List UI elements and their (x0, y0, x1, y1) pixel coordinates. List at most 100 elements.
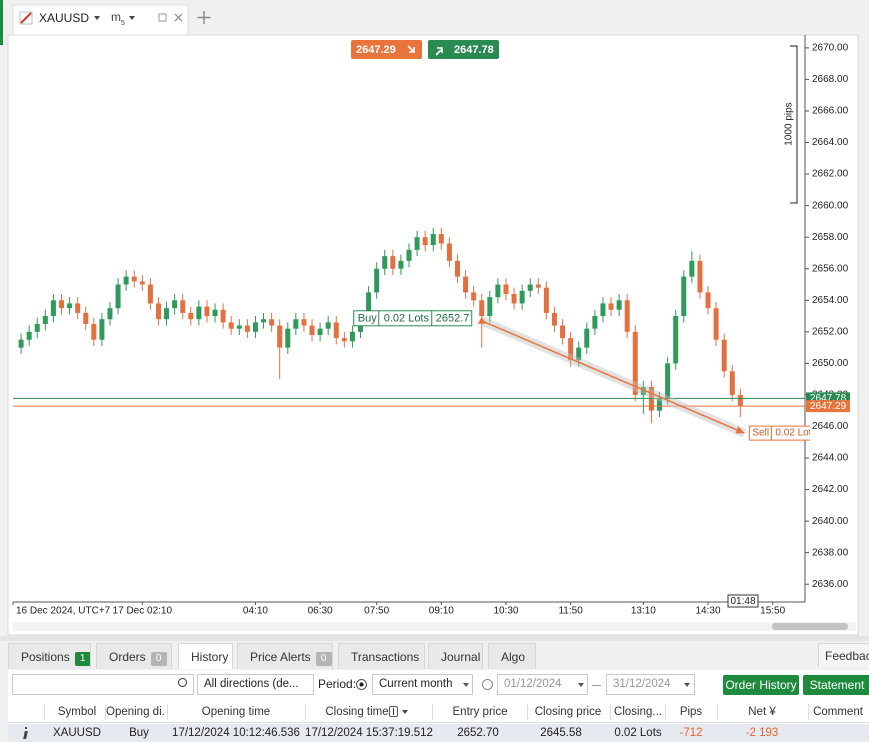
column-header[interactable]: Closing time (325, 706, 389, 718)
tab-label: Transactions (351, 650, 420, 664)
x-tick-label: 07:50 (364, 606, 389, 617)
candle-body (479, 300, 485, 317)
direction-select[interactable]: All directions (de... (197, 674, 314, 695)
candle-body (212, 309, 218, 317)
date-dash (592, 685, 601, 686)
y-tick-label: 2670.00 (812, 43, 849, 54)
column-header[interactable]: Comment (813, 706, 863, 718)
scrollbar-thumb[interactable] (772, 623, 848, 630)
sell-label-box (748, 425, 810, 441)
panel-tab[interactable]: Orders 0 (96, 643, 172, 669)
panel-tab[interactable]: Transactions (338, 643, 425, 669)
period-label: Period: (318, 677, 357, 691)
candle-body (228, 322, 234, 329)
timeframe[interactable]: m (111, 10, 121, 24)
candle-body (147, 284, 153, 304)
panel-tab[interactable]: Positions 1 (8, 643, 91, 669)
dropdown-icon[interactable] (94, 16, 100, 20)
select-caret (578, 683, 584, 687)
column-sep (105, 704, 106, 720)
candle-body (616, 300, 622, 310)
period-select[interactable]: Current month (372, 674, 473, 695)
candle-body (325, 322, 331, 329)
scrollbar-track (13, 622, 856, 631)
timeframe-sub: 5 (121, 20, 125, 27)
x-tick-label: 13:10 (631, 606, 656, 617)
candle-body (91, 323, 97, 340)
active-strip (0, 0, 3, 45)
column-header[interactable]: Closing... (614, 706, 662, 718)
column-header[interactable]: Opening time (201, 706, 271, 718)
panel-tab[interactable]: Journal (428, 643, 483, 669)
radio-off[interactable] (482, 679, 493, 690)
candle-body (737, 394, 743, 407)
y-tick-label: 2668.00 (812, 74, 849, 85)
candle-body (721, 339, 727, 372)
radio-on[interactable] (356, 679, 367, 690)
y-tick-label: 2638.00 (812, 547, 849, 558)
ask-button-label[interactable]: 2647.78 (454, 44, 494, 56)
statement-button[interactable]: Statement (803, 675, 869, 695)
ask-axis-label: 2647.78 (810, 393, 847, 404)
column-sep (167, 704, 168, 720)
candle-body (83, 312, 89, 324)
feedback-button[interactable]: Feedback (818, 643, 869, 667)
add-tab-icon[interactable] (197, 11, 211, 24)
candle-body (18, 339, 24, 348)
candle-body (430, 234, 436, 246)
date-to[interactable]: 31/12/2024 (606, 674, 695, 695)
candle-body (697, 260, 703, 293)
column-header[interactable]: Symbol (57, 706, 97, 718)
candle-body (204, 306, 210, 317)
panel-tab[interactable]: History (178, 643, 233, 669)
candle-body (99, 319, 105, 340)
symbol-name[interactable]: XAUUSD (39, 11, 89, 25)
chart-window: XAUUSD m 5 2636.002638.002640.002642.002… (0, 0, 859, 636)
dropdown-icon[interactable] (129, 16, 135, 20)
candle-body (333, 322, 339, 339)
candle-body (624, 300, 630, 332)
x-tick-label: 16 Dec 2024, UTC+7 (16, 606, 111, 617)
column-header[interactable]: Net ¥ (748, 706, 776, 718)
candle-body (75, 303, 81, 313)
candle-body (390, 256, 396, 269)
candle-body (657, 398, 663, 411)
sell-label: Sell 0.02 Lots (748, 425, 810, 441)
column-header[interactable]: Pips (679, 706, 703, 718)
candle-body (543, 287, 549, 313)
column-sep (432, 704, 433, 720)
select-caret (463, 683, 469, 687)
order-history-button[interactable]: Order History (723, 675, 799, 695)
tab-label: Journal (441, 650, 481, 664)
column-sep (44, 704, 45, 720)
candle-body (139, 281, 145, 285)
buy-lots: 0.02 Lots (384, 313, 430, 325)
candle-timer: 01:48 (730, 596, 755, 607)
ask-button[interactable] (428, 40, 499, 59)
candle-body (188, 312, 194, 320)
buy-label-box (353, 310, 473, 327)
bid-axis-label: 2647.29 (810, 401, 847, 412)
bid-button-label[interactable]: 2647.29 (356, 44, 396, 56)
panel-tab[interactable]: Price Alerts 0 (237, 643, 333, 669)
column-sep (305, 704, 306, 720)
popout-icon[interactable] (158, 13, 167, 22)
date-from[interactable]: 01/12/2024 (497, 674, 588, 695)
candle-body (236, 325, 242, 329)
candle-body (511, 293, 517, 304)
column-sep (717, 704, 718, 720)
panel-tab[interactable]: Algo (488, 643, 536, 669)
candle-body (349, 331, 355, 342)
candle-body (681, 276, 687, 317)
column-header[interactable]: Entry price (452, 706, 508, 718)
column-header[interactable]: Opening di... (106, 706, 164, 718)
search-input[interactable] (12, 674, 194, 695)
column-header[interactable]: Closing price (534, 706, 602, 718)
candle-body (422, 237, 428, 246)
close-icon[interactable] (174, 13, 183, 22)
bid-button[interactable] (351, 40, 422, 59)
arrow-icon (435, 47, 443, 56)
plot (13, 227, 805, 438)
tab-label: Price Alerts (250, 650, 311, 664)
candle-body (592, 316, 598, 329)
